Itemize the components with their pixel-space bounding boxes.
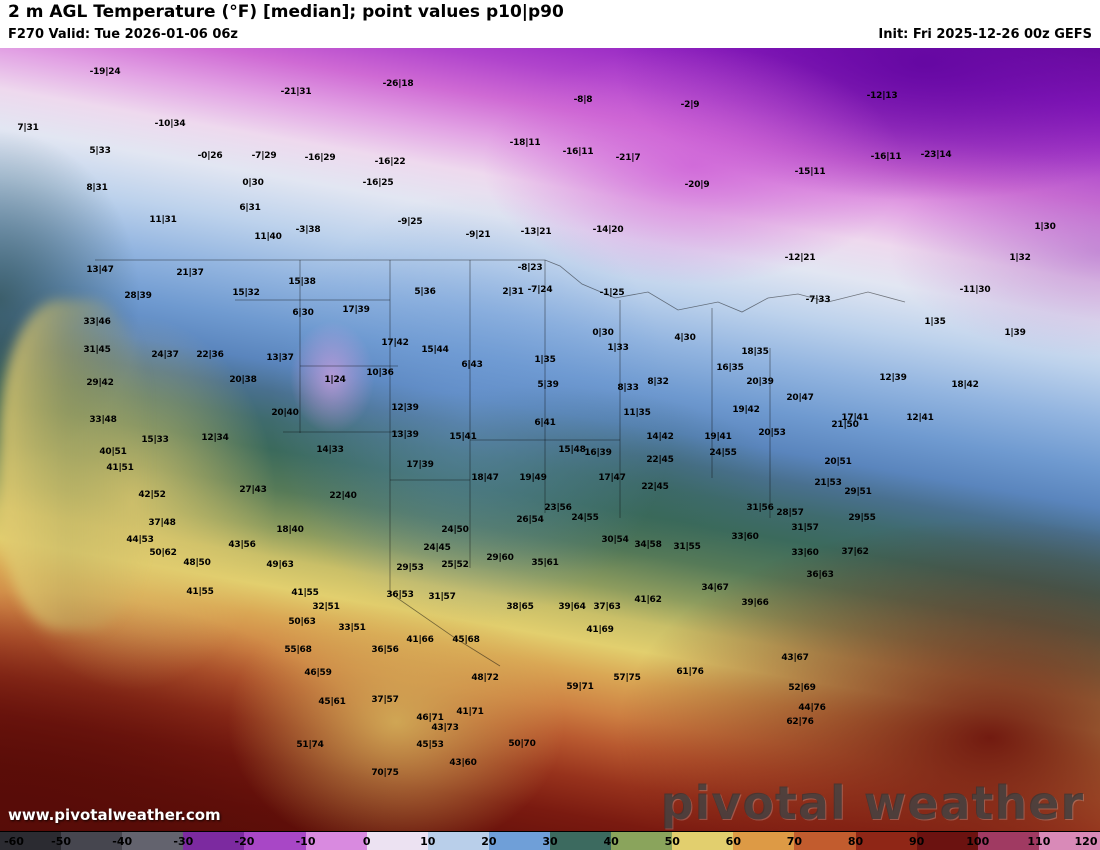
colorbar-segment xyxy=(427,832,489,850)
colorbar-tick: 40 xyxy=(603,835,619,848)
colorbar-tick: 50 xyxy=(664,835,680,848)
colorbar-tick: 30 xyxy=(542,835,558,848)
colorbar-tick: 10 xyxy=(420,835,436,848)
colorbar-segment xyxy=(672,832,734,850)
colorbar-tick: 80 xyxy=(847,835,864,848)
colorbar-tick: 100 xyxy=(966,835,990,848)
header-subbar: F270 Valid: Tue 2026-01-06 06z Init: Fri… xyxy=(8,27,1092,42)
colorbar-segment xyxy=(977,832,1039,850)
product-title: 2 m AGL Temperature (°F) [median]; point… xyxy=(8,2,564,22)
colorbar-segment xyxy=(1038,832,1100,850)
colorbar-tick: 110 xyxy=(1027,835,1051,848)
colorbar-tick: -30 xyxy=(173,835,194,848)
colorbar: -60 -50 -40 -30 -20 -10 0 10 20 30 40 50 60 70 80 90 100… xyxy=(0,831,1100,850)
colorbar-segment xyxy=(366,832,428,850)
watermark-url: www.pivotalweather.com xyxy=(8,806,221,824)
colorbar-segments xyxy=(0,832,1100,850)
colorbar-tick: -50 xyxy=(51,835,72,848)
colorbar-tick: -20 xyxy=(234,835,255,848)
colorbar-segment xyxy=(122,832,184,850)
colorbar-tick: 60 xyxy=(725,835,741,848)
colorbar-tick: 70 xyxy=(786,835,803,848)
colorbar-tick: 0 xyxy=(362,835,371,848)
colorbar-segment xyxy=(488,832,550,850)
colorbar-segment xyxy=(183,832,245,850)
watermark-brand-logo: pivotal weather xyxy=(660,776,1084,830)
colorbar-ticks: -60 -50 -40 -30 -20 -10 0 10 20 30 40 50 60 70 80 90 100… xyxy=(0,832,1100,850)
colorbar-segment xyxy=(611,832,673,850)
colorbar-segment xyxy=(0,832,62,850)
colorbar-segment xyxy=(549,832,612,850)
colorbar-tick: -10 xyxy=(295,835,316,848)
valid-time-label: F270 Valid: Tue 2026-01-06 06z xyxy=(8,27,238,42)
colorbar-tick: 20 xyxy=(481,835,497,848)
colorbar-segment xyxy=(916,832,978,850)
colorbar-segment xyxy=(794,832,856,850)
colorbar-tick: -60 xyxy=(4,835,24,848)
init-time-label: Init: Fri 2025-12-26 00z GEFS xyxy=(878,27,1092,42)
colorbar-segment xyxy=(733,832,795,850)
colorbar-segment xyxy=(855,832,917,850)
colorbar-segment xyxy=(305,832,367,850)
colorbar-segment xyxy=(61,832,123,850)
temperature-map[interactable]: www.pivotalweather.com pivotal weather xyxy=(0,48,1100,832)
colorbar-tick: 120 xyxy=(1074,835,1098,848)
colorbar-segment xyxy=(244,832,306,850)
colorbar-tick: 90 xyxy=(909,835,925,848)
colorbar-tick: -40 xyxy=(112,835,133,848)
header: 2 m AGL Temperature (°F) [median]; point… xyxy=(0,0,1100,48)
temperature-fill xyxy=(0,48,1100,832)
